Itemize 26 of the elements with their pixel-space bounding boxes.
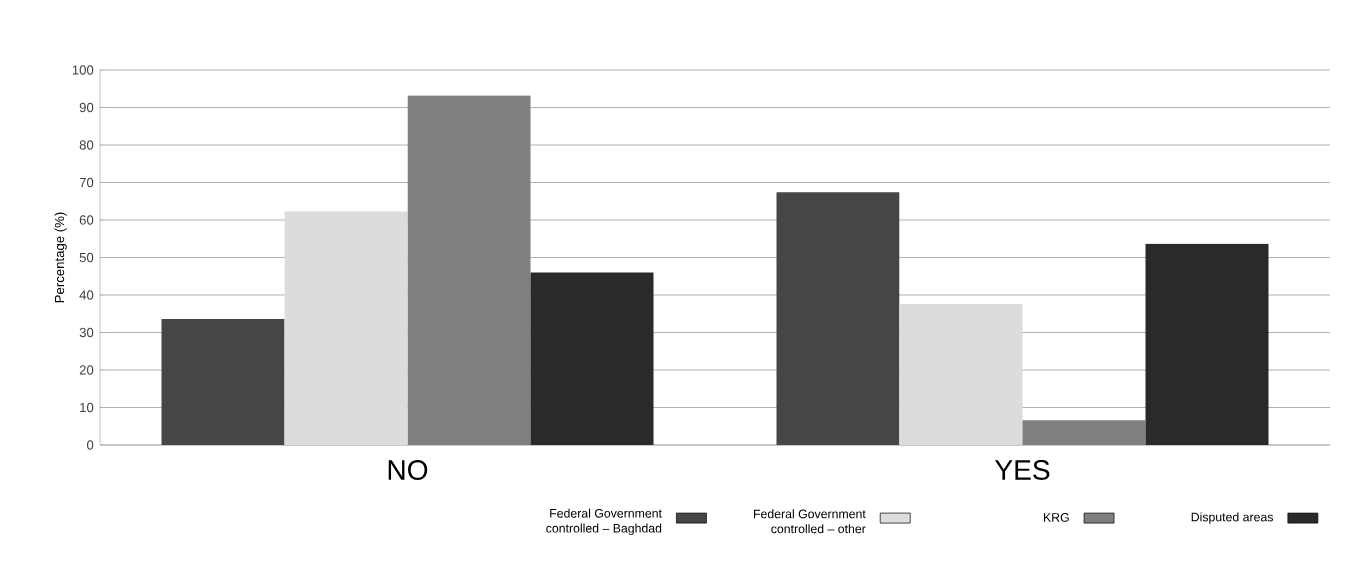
bar	[1145, 243, 1269, 445]
y-tick-label: 70	[79, 177, 94, 188]
y-tick-label: 60	[79, 215, 94, 225]
bar	[407, 95, 531, 445]
bar	[899, 304, 1023, 445]
y-tick-label: 20	[79, 365, 94, 375]
legend-label: Disputed areas	[1191, 512, 1273, 524]
y-tick-label: 40	[79, 290, 94, 300]
bar	[776, 192, 900, 445]
y-tick-label: 0	[86, 440, 94, 450]
bar	[284, 211, 408, 445]
legend-label: KRG	[1044, 513, 1069, 522]
y-tick-label: 50	[79, 252, 94, 263]
x-tick-label: YES	[994, 460, 1050, 480]
x-tick-label: NO	[388, 460, 428, 480]
legend-label: Federal Government controlled – Baghdad	[546, 508, 662, 536]
y-tick-label: 10	[80, 402, 94, 413]
y-axis-title: Percentage (%)	[54, 212, 67, 303]
y-tick-label: 80	[79, 140, 94, 150]
y-tick-label: 90	[79, 102, 94, 113]
bar	[530, 272, 654, 445]
bar	[161, 319, 285, 445]
legend-label: Federal Government controlled – other	[754, 509, 866, 534]
y-tick-label: 100	[72, 65, 94, 75]
bar	[1022, 420, 1146, 445]
y-tick-label: 30	[79, 327, 94, 338]
